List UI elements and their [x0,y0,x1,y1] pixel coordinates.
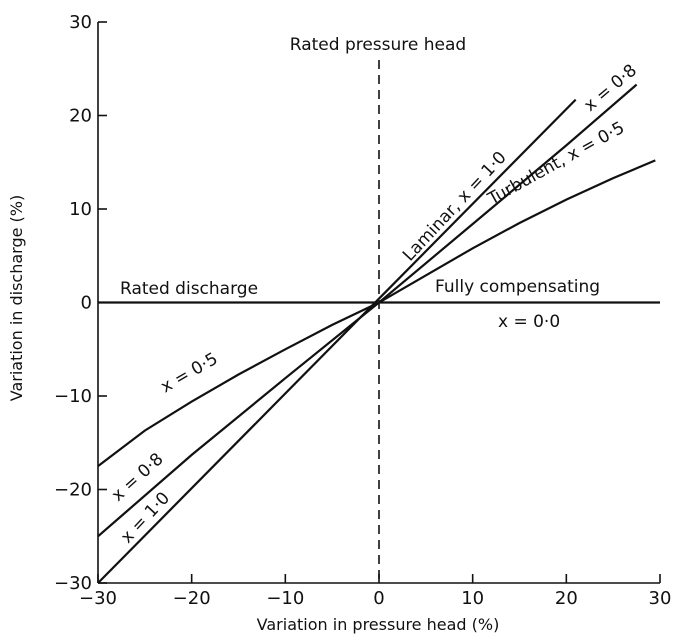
y-tick-label: −30 [54,573,92,594]
x-tick-label: 20 [555,588,578,609]
x10-curve [97,98,577,584]
x-tick-label: −10 [266,588,304,609]
x-tick-label: 10 [461,588,484,609]
rated-discharge-label: Rated discharge [120,279,258,299]
x-axis-label: Variation in pressure head (%) [257,615,500,634]
x00-label: x = 0·0 [498,312,560,332]
x-tick-label: 0 [373,588,384,609]
y-tick-label: −20 [54,480,92,501]
x-tick-label: −30 [79,588,117,609]
rated-pressure-head-label: Rated pressure head [290,35,466,55]
fully-compensating-label: Fully compensating [435,277,600,297]
x-tick-label: −20 [173,588,211,609]
y-tick-label: −10 [54,386,92,407]
x05-curve [97,159,656,467]
x-tick-label: 30 [649,588,672,609]
y-tick-label: 20 [69,106,92,127]
y-axis-label: Variation in discharge (%) [7,195,26,402]
y-tick-label: 30 [69,12,92,33]
y-tick-label: 10 [69,199,92,220]
y-tick-label: 0 [81,293,92,314]
